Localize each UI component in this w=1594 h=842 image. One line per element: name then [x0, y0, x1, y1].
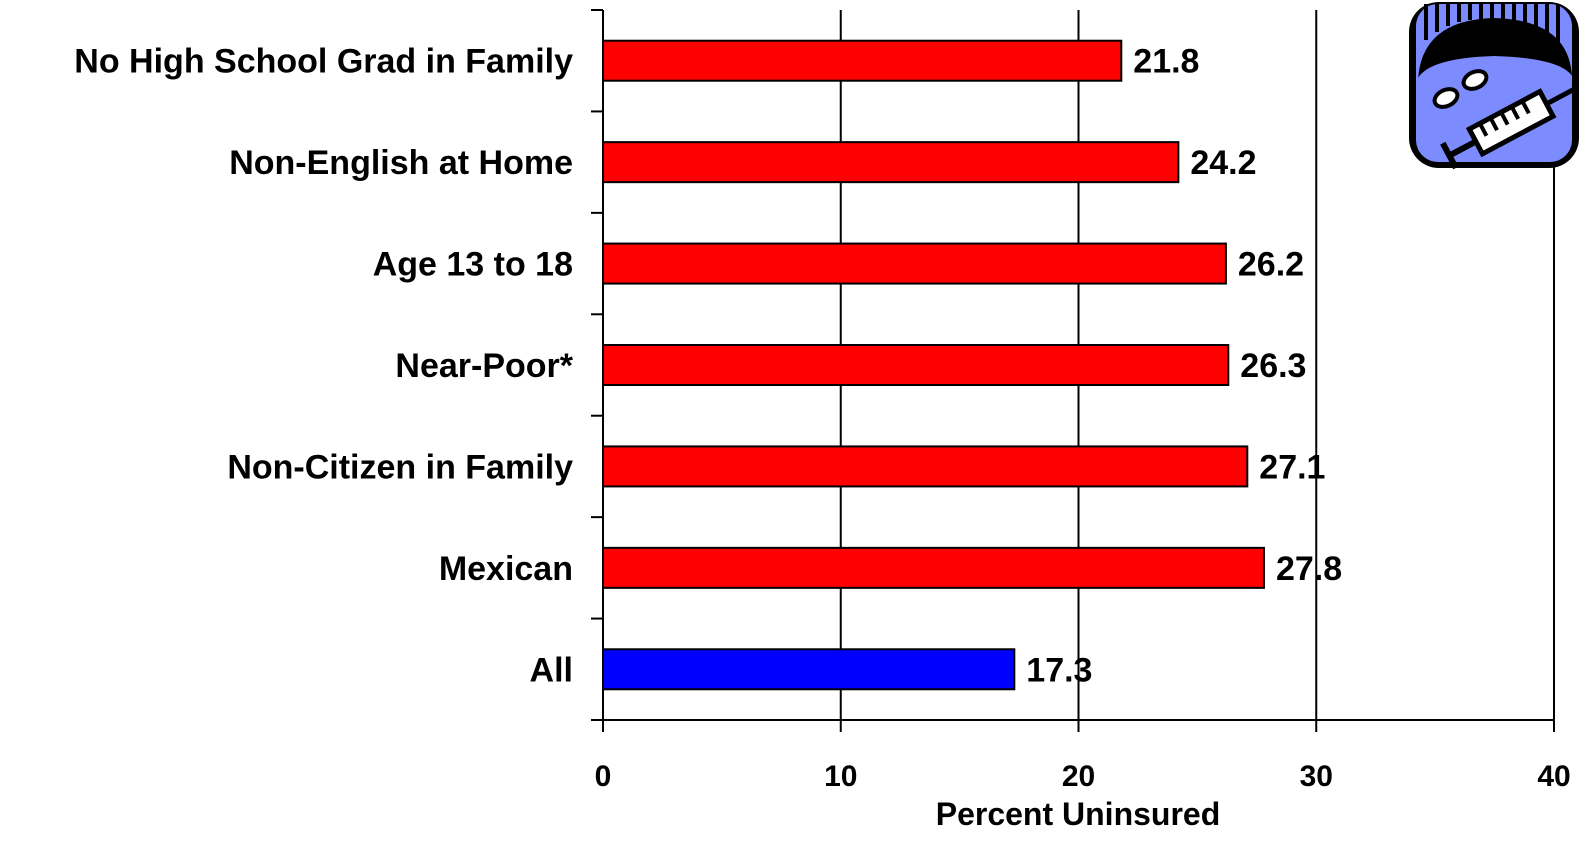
x-tick-label-40: 40 [1537, 760, 1570, 793]
value-label-5: 27.8 [1276, 550, 1342, 588]
category-label-2: Age 13 to 18 [373, 246, 573, 284]
x-tick-label-30: 30 [1300, 760, 1333, 793]
category-labels: No High School Grad in Family Non-English… [74, 43, 573, 690]
x-tick-label-20: 20 [1062, 760, 1095, 793]
bar-0 [602, 39, 1123, 82]
category-label-3: Near-Poor* [395, 347, 573, 385]
category-label-1: Non-English at Home [229, 144, 573, 182]
category-label-4: Non-Citizen in Family [227, 448, 573, 486]
value-label-6: 17.3 [1026, 651, 1092, 689]
value-labels: 21.8 24.2 26.2 26.3 27.1 27.8 17.3 [1026, 43, 1342, 690]
x-axis-title: Percent Uninsured [936, 796, 1221, 832]
bar-2 [602, 242, 1227, 285]
value-label-0: 21.8 [1133, 43, 1199, 81]
category-label-0: No High School Grad in Family [74, 43, 573, 81]
category-label-6: All [530, 651, 573, 689]
value-label-4: 27.1 [1259, 448, 1325, 486]
axes [591, 9, 1555, 732]
bar-1 [602, 141, 1180, 184]
bar-5 [602, 546, 1265, 589]
syringe-and-pills-icon [1409, 2, 1579, 170]
bar-3 [602, 344, 1230, 386]
x-tick-label-10: 10 [824, 760, 857, 793]
value-label-1: 24.2 [1190, 144, 1256, 182]
bar-4 [602, 445, 1249, 488]
category-label-5: Mexican [439, 550, 573, 588]
value-label-2: 26.2 [1238, 246, 1304, 284]
x-tick-labels: 0 10 20 30 40 [595, 760, 1571, 793]
value-label-3: 26.3 [1240, 347, 1306, 385]
x-tick-label-0: 0 [595, 760, 612, 793]
bars [602, 39, 1265, 691]
bar-6 [602, 648, 1016, 691]
